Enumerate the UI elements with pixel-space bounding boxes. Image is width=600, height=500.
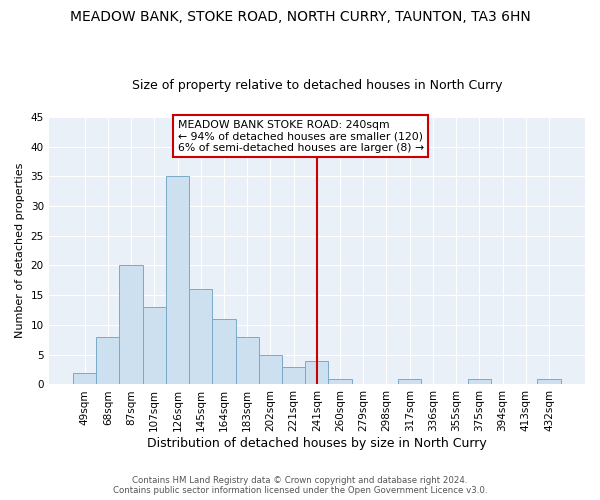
Title: Size of property relative to detached houses in North Curry: Size of property relative to detached ho…: [131, 79, 502, 92]
Bar: [468, 378, 491, 384]
Y-axis label: Number of detached properties: Number of detached properties: [15, 163, 25, 338]
Bar: [73, 372, 96, 384]
X-axis label: Distribution of detached houses by size in North Curry: Distribution of detached houses by size …: [147, 437, 487, 450]
Bar: [189, 290, 212, 384]
Bar: [143, 307, 166, 384]
Bar: [96, 337, 119, 384]
Bar: [305, 360, 328, 384]
Bar: [328, 378, 352, 384]
Bar: [398, 378, 421, 384]
Text: Contains HM Land Registry data © Crown copyright and database right 2024.
Contai: Contains HM Land Registry data © Crown c…: [113, 476, 487, 495]
Bar: [236, 337, 259, 384]
Bar: [166, 176, 189, 384]
Bar: [282, 366, 305, 384]
Bar: [259, 354, 282, 384]
Text: MEADOW BANK, STOKE ROAD, NORTH CURRY, TAUNTON, TA3 6HN: MEADOW BANK, STOKE ROAD, NORTH CURRY, TA…: [70, 10, 530, 24]
Bar: [538, 378, 560, 384]
Text: MEADOW BANK STOKE ROAD: 240sqm
← 94% of detached houses are smaller (120)
6% of : MEADOW BANK STOKE ROAD: 240sqm ← 94% of …: [178, 120, 424, 153]
Bar: [212, 319, 236, 384]
Bar: [119, 266, 143, 384]
